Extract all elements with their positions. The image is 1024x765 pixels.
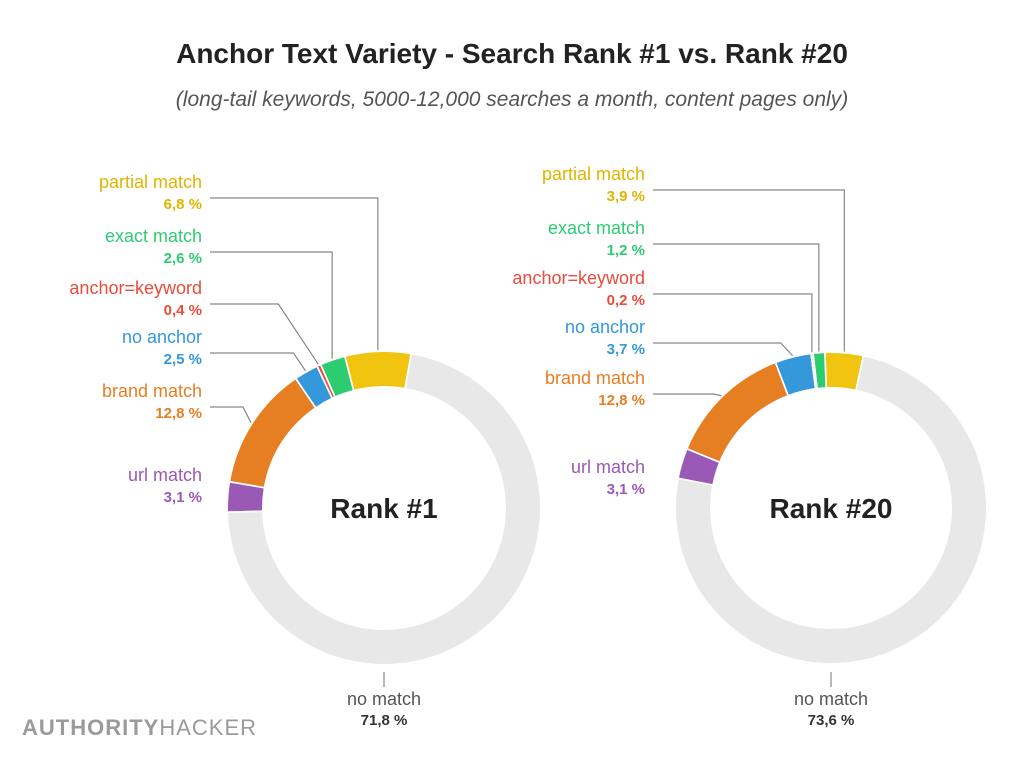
leader-line-exact-match xyxy=(653,243,820,352)
donut-chart-2: Rank #20 partial match 3,9 % exact match 1,2… xyxy=(512,164,986,729)
slice-exact-match xyxy=(813,353,827,388)
brand-logo: AUTHORITYHACKER xyxy=(22,715,257,741)
slice-separator xyxy=(343,355,355,392)
donut-chart-1: Rank #1 partial match 6,8 % exact match 2,6 … xyxy=(69,172,540,729)
slice-separator xyxy=(812,352,818,389)
label-brand-match: brand match xyxy=(545,368,645,388)
label-partial-match: partial match xyxy=(542,164,645,184)
value-brand-match: 12,8 % xyxy=(598,392,645,409)
slice-separator xyxy=(686,448,721,464)
label-anchor-keyword: anchor=keyword xyxy=(512,268,645,288)
value-partial-match: 3,9 % xyxy=(607,188,645,205)
slice-separator xyxy=(294,377,317,409)
center-label: Rank #1 xyxy=(330,493,437,524)
slice-partial-match xyxy=(344,352,412,390)
label-anchor-keyword: anchor=keyword xyxy=(69,278,202,298)
leader-line-partial-match xyxy=(210,197,379,351)
leader-line-partial-match xyxy=(653,189,845,352)
slice-separator xyxy=(774,361,789,397)
leader-line-brand-match xyxy=(210,406,252,423)
slice-brand-match xyxy=(230,379,316,489)
slice-separator xyxy=(855,355,865,391)
leader-line-no-anchor xyxy=(653,342,794,357)
slice-partial-match xyxy=(824,353,864,390)
slice-no-match xyxy=(228,354,540,664)
value-exact-match: 2,6 % xyxy=(164,250,202,267)
chart-title: Anchor Text Variety - Search Rank #1 vs.… xyxy=(176,38,848,69)
label-partial-match: partial match xyxy=(99,172,202,192)
leader-line-no-anchor xyxy=(210,352,307,372)
leader-line-exact-match xyxy=(210,251,333,359)
slice-separator xyxy=(810,353,817,390)
center-label: Rank #20 xyxy=(770,493,893,524)
label-exact-match: exact match xyxy=(548,218,645,238)
label-no-match: no match xyxy=(347,689,421,709)
label-url-match: url match xyxy=(128,465,202,485)
slice-separator xyxy=(824,352,828,389)
leader-line-anchor-keyword xyxy=(653,293,813,353)
slice-separator xyxy=(229,480,265,489)
value-no-match: 73,6 % xyxy=(808,712,855,729)
value-anchor-keyword: 0,4 % xyxy=(164,302,202,319)
label-no-anchor: no anchor xyxy=(122,327,202,347)
label-no-match: no match xyxy=(794,689,868,709)
label-url-match: url match xyxy=(571,457,645,477)
slice-no-anchor xyxy=(296,366,333,408)
label-no-anchor: no anchor xyxy=(565,317,645,337)
value-brand-match: 12,8 % xyxy=(155,405,202,422)
value-no-anchor: 3,7 % xyxy=(607,341,645,358)
label-brand-match: brand match xyxy=(102,381,202,401)
slice-separator xyxy=(316,365,334,399)
value-anchor-keyword: 0,2 % xyxy=(607,292,645,309)
slice-brand-match xyxy=(687,363,789,463)
brand-logo-part1: AUTHORITY xyxy=(22,715,160,740)
leader-line-brand-match xyxy=(653,393,722,397)
slice-separator xyxy=(227,510,264,513)
value-url-match: 3,1 % xyxy=(164,489,202,506)
value-no-anchor: 2,5 % xyxy=(164,351,202,368)
value-url-match: 3,1 % xyxy=(607,481,645,498)
value-partial-match: 6,8 % xyxy=(164,196,202,213)
slice-separator xyxy=(319,364,336,398)
value-no-match: 71,8 % xyxy=(361,712,408,729)
slice-no-match xyxy=(676,356,986,663)
slice-url-match xyxy=(228,481,264,513)
brand-logo-part2: HACKER xyxy=(159,715,258,740)
slice-separator xyxy=(404,353,413,389)
slice-exact-match xyxy=(320,356,354,397)
slice-url-match xyxy=(678,449,720,486)
chart-subtitle: (long-tail keywords, 5000-12,000 searche… xyxy=(175,88,849,111)
slice-separator xyxy=(677,477,714,486)
value-exact-match: 1,2 % xyxy=(607,242,645,259)
leader-line-anchor-keyword xyxy=(210,303,319,365)
slice-no-anchor xyxy=(775,354,816,396)
label-exact-match: exact match xyxy=(105,226,202,246)
